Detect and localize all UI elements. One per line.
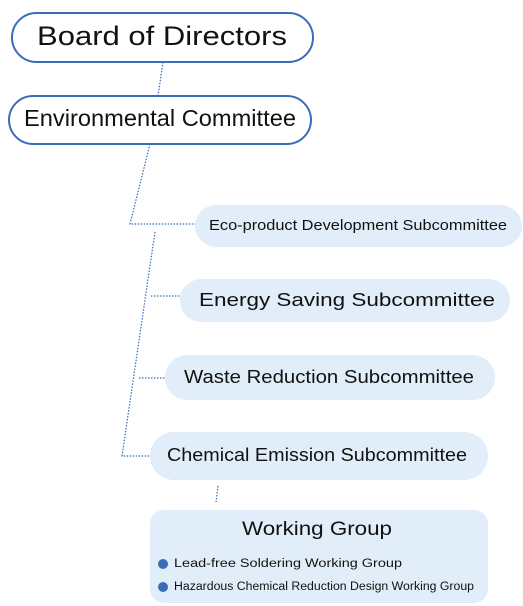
node-label: Waste Reduction Subcommittee — [184, 367, 474, 387]
connector — [157, 61, 164, 97]
node-box — [150, 432, 488, 480]
bullet — [158, 559, 168, 569]
bullet — [158, 582, 168, 592]
connector — [129, 143, 195, 225]
working-group-item: Lead-free Soldering Working Group — [174, 558, 402, 570]
node-box — [165, 355, 495, 400]
working-group-title: Working Group — [242, 519, 392, 540]
node-label: Board of Directors — [37, 21, 287, 51]
node-box — [11, 12, 314, 63]
node-label: Chemical Emission Subcommittee — [167, 445, 467, 465]
node-box — [195, 205, 522, 247]
node-label: Eco-product Development Subcommittee — [209, 217, 507, 234]
connector — [121, 231, 156, 457]
working-group-item: Hazardous Chemical Reduction Design Work… — [174, 581, 474, 593]
connector — [215, 485, 219, 503]
working-group-box — [150, 510, 488, 603]
node-box — [8, 95, 312, 145]
node-box — [180, 279, 510, 322]
connectors — [121, 61, 219, 503]
node-label: Environmental Committee — [24, 105, 296, 131]
node-label: Energy Saving Subcommittee — [199, 290, 495, 310]
